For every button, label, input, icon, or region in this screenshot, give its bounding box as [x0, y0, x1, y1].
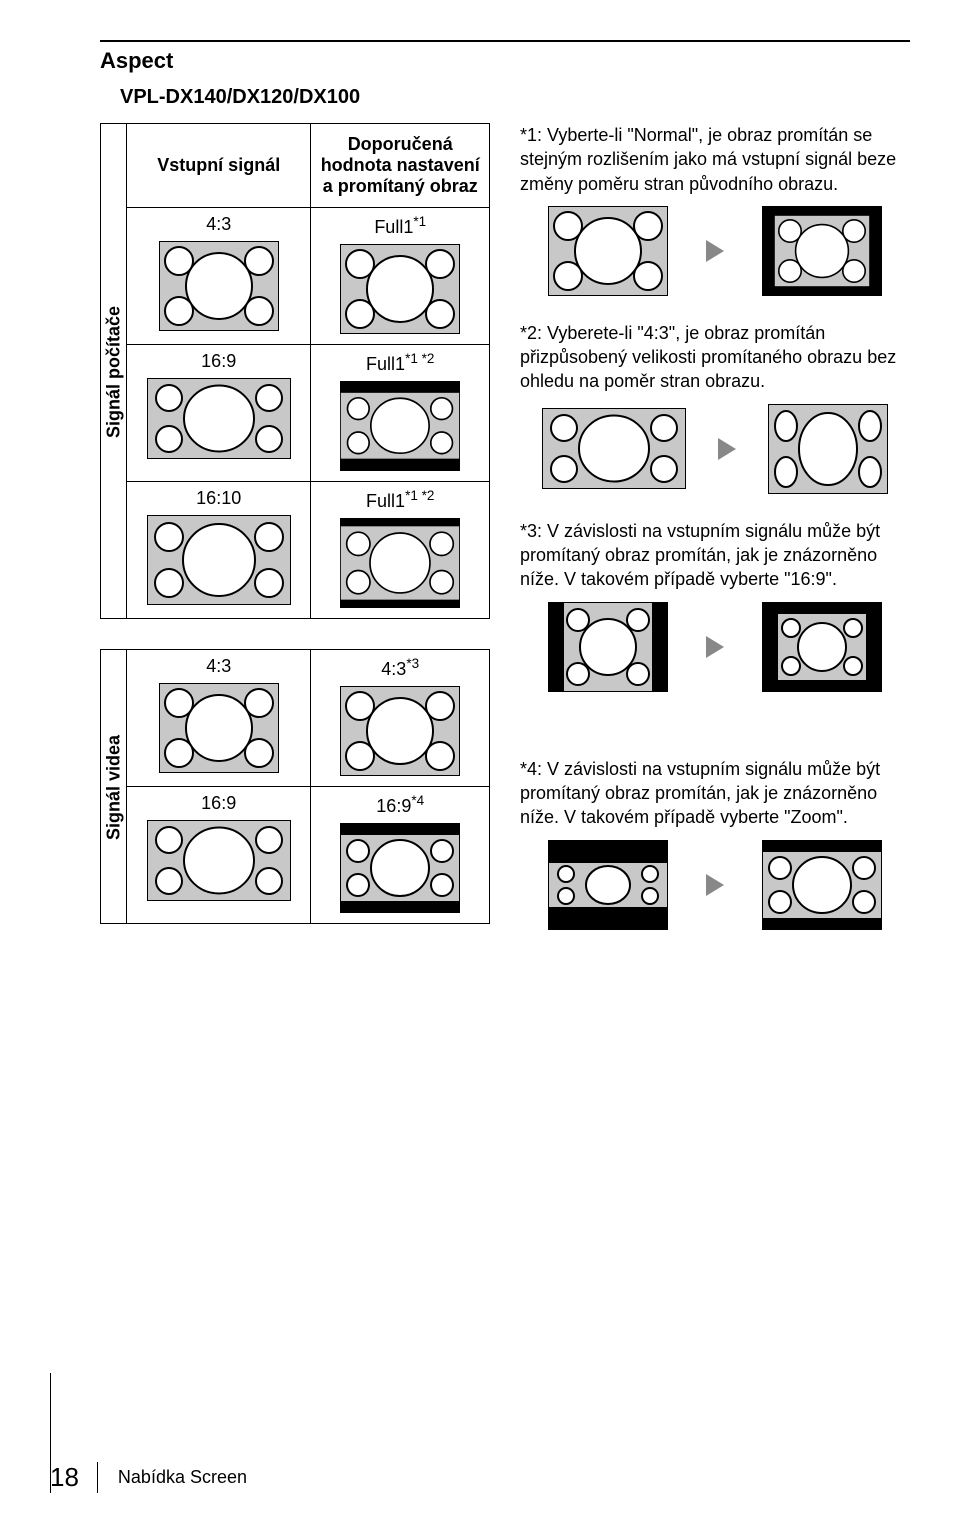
- arrow-icon: [706, 874, 724, 896]
- cell-vid-43-in: 4:3: [127, 650, 311, 787]
- note-1: *1: Vyberte-li "Normal", je obraz promít…: [520, 123, 910, 196]
- note-2: *2: Vyberete-li "4:3", je obraz promítán…: [520, 321, 910, 394]
- note-1-dia: [520, 206, 910, 296]
- arrow-icon: [706, 240, 724, 262]
- cell-pc-43-in: 4:3: [127, 208, 311, 345]
- model-subheading: VPL-DX140/DX120/DX100: [120, 86, 910, 109]
- note-2-dia: [520, 404, 910, 494]
- note-4: *4: V závislosti na vstupním signálu můž…: [520, 757, 910, 830]
- arrow-icon: [706, 636, 724, 658]
- arrow-icon: [718, 438, 736, 460]
- cell-vid-43-out: 4:3*3: [311, 650, 490, 787]
- cell-pc-1610-in: 16:10: [127, 482, 311, 619]
- note-3: *3: V závislosti na vstupním signálu můž…: [520, 519, 910, 592]
- page-heading: Aspect: [100, 48, 910, 74]
- page-footer: 18 Nabídka Screen: [50, 1462, 247, 1493]
- vlabel-pc: Signál počítače: [101, 124, 127, 619]
- note-4-dia: [520, 840, 910, 930]
- cell-pc-169-in: 16:9: [127, 345, 311, 482]
- cell-pc-169-out: Full1*1 *2: [311, 345, 490, 482]
- aspect-table-pc: Signál počítače Vstupní signál Doporučen…: [100, 123, 490, 619]
- vlabel-video: Signál videa: [101, 650, 127, 924]
- footer-section: Nabídka Screen: [118, 1467, 247, 1488]
- th-output: Doporučená hodnota nastavení a promítaný…: [311, 124, 490, 208]
- page-number: 18: [50, 1462, 98, 1493]
- cell-pc-1610-out: Full1*1 *2: [311, 482, 490, 619]
- cell-vid-169-out: 16:9*4: [311, 787, 490, 924]
- cell-pc-43-out: Full1*1: [311, 208, 490, 345]
- cell-vid-169-in: 16:9: [127, 787, 311, 924]
- aspect-table-video: Signál videa 4:3 4:3*3 16:9 16:9*4: [100, 649, 490, 924]
- th-input: Vstupní signál: [127, 124, 311, 208]
- note-3-dia: [520, 602, 910, 692]
